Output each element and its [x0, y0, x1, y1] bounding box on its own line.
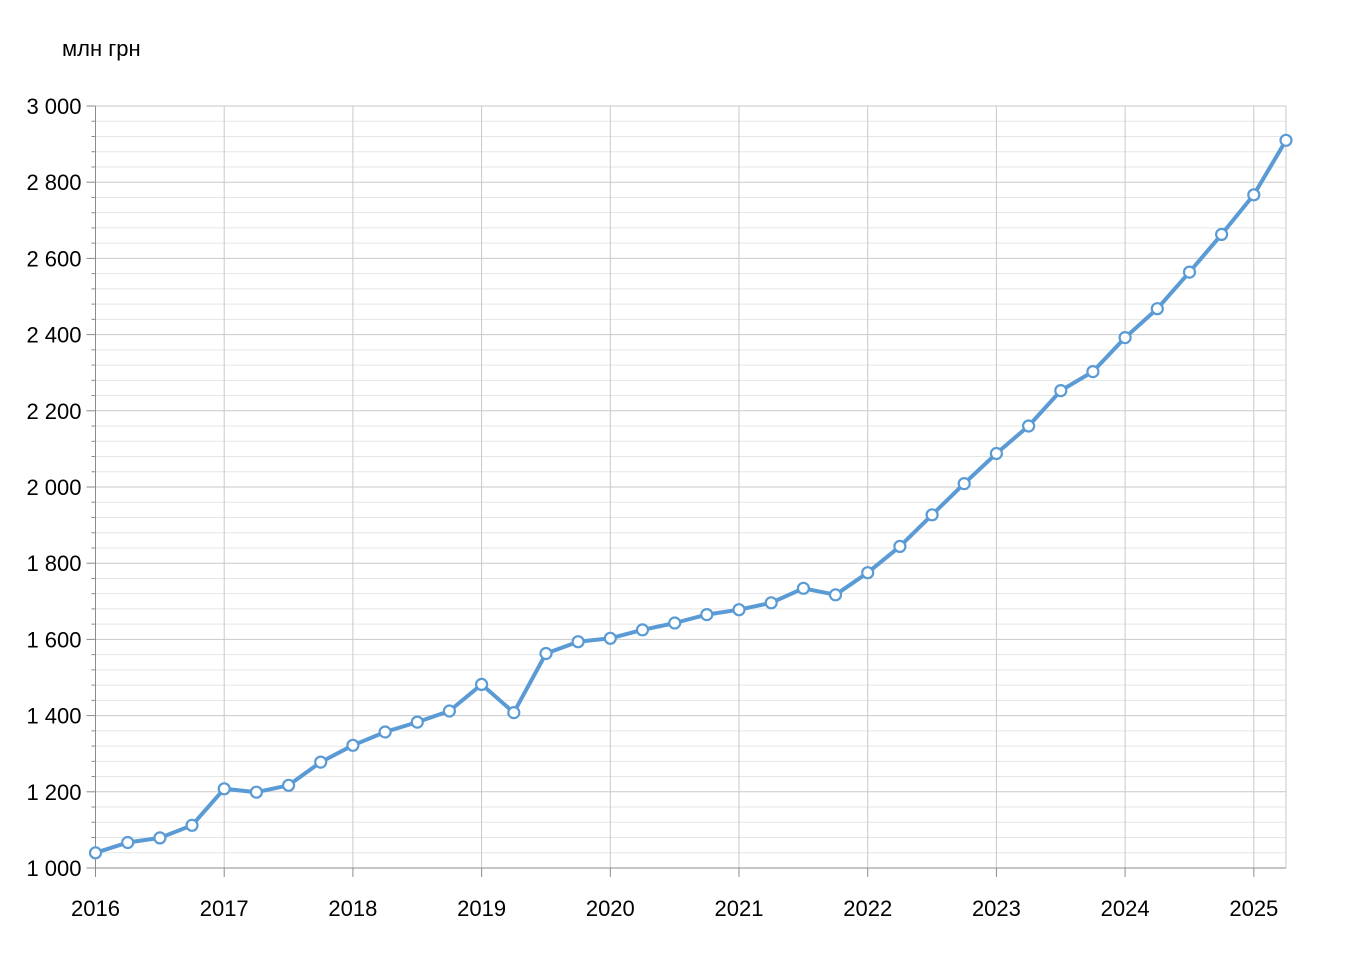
data-point-marker	[88, 846, 103, 860]
data-point-marker	[1279, 133, 1293, 147]
y-axis-tick-label: 3 000	[26, 94, 81, 119]
data-point-marker	[1118, 331, 1132, 345]
data-point-marker	[185, 818, 199, 832]
y-axis-tick-label: 1 600	[26, 627, 81, 652]
data-point-marker	[1214, 227, 1229, 241]
data-point-marker	[571, 635, 585, 649]
data-point-marker	[121, 835, 135, 850]
x-axis-tick-label: 2022	[843, 896, 892, 921]
data-point-marker	[764, 596, 778, 610]
x-axis-tick-label: 2017	[200, 896, 249, 921]
x-axis-tick-label: 2016	[71, 896, 120, 921]
data-point-marker	[346, 738, 360, 752]
data-point-marker	[1054, 384, 1068, 398]
data-point-marker	[1086, 365, 1100, 379]
y-axis-tick-label: 2 800	[26, 170, 81, 195]
data-point-marker	[475, 677, 489, 692]
data-point-marker	[925, 508, 939, 522]
y-axis-tick-label: 1 000	[26, 856, 81, 881]
data-point-marker	[796, 581, 811, 595]
x-axis-tick-label: 2021	[715, 896, 764, 921]
x-axis-tick-label: 2023	[972, 896, 1021, 921]
data-point-marker	[635, 623, 650, 637]
data-point-marker	[1247, 188, 1261, 202]
data-point-marker	[700, 607, 714, 622]
x-axis-tick-label: 2020	[586, 896, 635, 921]
x-axis-tick-label: 2019	[457, 896, 506, 921]
data-point-marker	[893, 539, 907, 554]
data-point-marker	[539, 646, 553, 661]
y-axis-tick-label: 2 200	[26, 399, 81, 424]
data-point-marker	[378, 725, 392, 739]
data-point-marker	[1150, 302, 1164, 316]
data-point-marker	[668, 616, 682, 630]
y-axis-tick-label: 1 200	[26, 780, 81, 805]
data-point-marker	[732, 603, 746, 617]
data-point-marker	[442, 704, 456, 718]
data-point-marker	[1021, 419, 1036, 433]
data-point-marker	[1182, 265, 1197, 279]
data-point-marker	[249, 785, 263, 799]
data-point-marker	[217, 782, 231, 796]
data-point-marker	[153, 831, 167, 845]
x-axis-tick-label: 2018	[328, 896, 377, 921]
y-axis-tick-label: 2 400	[26, 323, 81, 348]
y-axis-tick-label: 2 600	[26, 246, 81, 271]
y-axis-tick-label: 1 400	[26, 704, 81, 729]
data-point-marker	[989, 446, 1004, 461]
data-point-marker	[507, 705, 521, 720]
y-axis-tick-label: 1 800	[26, 551, 81, 576]
data-point-marker	[828, 588, 843, 602]
y-axis-unit-label: млн грн	[62, 36, 141, 61]
data-point-marker	[314, 755, 328, 769]
x-axis-tick-label: 2025	[1229, 896, 1278, 921]
x-axis-tick-label: 2024	[1101, 896, 1150, 921]
data-point-marker	[603, 631, 617, 645]
data-point-marker	[282, 778, 296, 792]
y-axis-tick-label: 2 000	[26, 475, 81, 500]
data-point-marker	[410, 715, 424, 729]
data-point-marker	[957, 477, 971, 491]
data-point-marker	[861, 566, 875, 580]
